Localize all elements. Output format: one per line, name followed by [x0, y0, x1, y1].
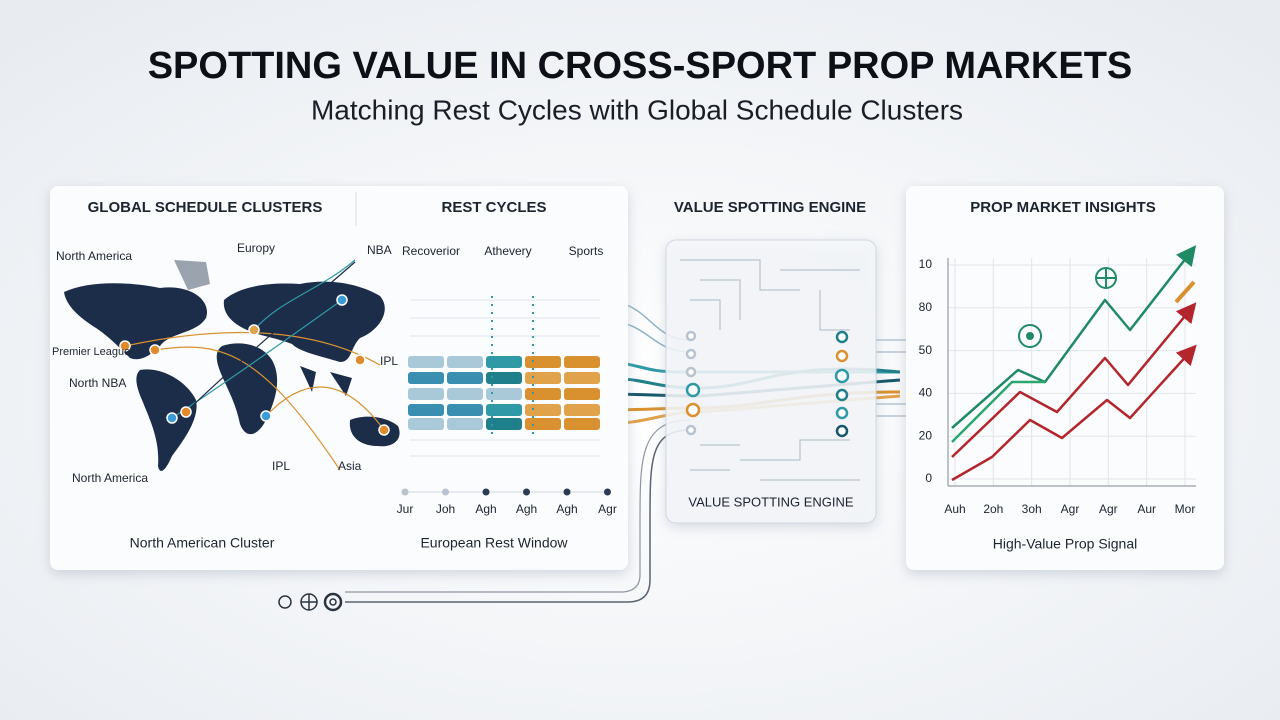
insights-footer: High-Value Prop Signal — [993, 536, 1138, 552]
engine-box — [665, 239, 877, 524]
month-dot — [482, 488, 490, 496]
insights-grid: 10 80 50 40 20 0 Auh 2oh 3oh Agr Agr Aur Mor — [919, 257, 1196, 516]
x-label: 2oh — [983, 502, 1003, 516]
month-label: Agh — [475, 502, 496, 516]
map-label: North America — [56, 249, 132, 263]
map-label: North NBA — [69, 376, 126, 390]
month-dot — [563, 488, 571, 496]
rest-bar — [447, 356, 483, 368]
rest-bar — [564, 372, 600, 384]
rest-bar — [447, 418, 483, 430]
rest-columns: Recoverior Athevery Sports — [402, 244, 603, 258]
map-links — [124, 259, 385, 471]
rest-bar — [564, 388, 600, 400]
link-icons — [278, 592, 343, 612]
map-labels: North America Europy NBA Premier League … — [52, 241, 398, 485]
title: SPOTTING VALUE IN CROSS-SPORT PROP MARKE… — [148, 45, 1133, 87]
rest-bar — [408, 404, 444, 416]
x-label: Mor — [1175, 502, 1196, 516]
month-label: Agh — [516, 502, 537, 516]
rest-bar — [525, 372, 561, 384]
rest-bar — [447, 388, 483, 400]
rest-column: Recoverior — [402, 244, 460, 258]
x-label: Aur — [1137, 502, 1156, 516]
rest-bar — [408, 356, 444, 368]
map-label: NBA — [367, 243, 392, 257]
rest-bar — [408, 388, 444, 400]
insights-heading: PROP MARKET INSIGHTS — [970, 199, 1156, 216]
y-label: 50 — [919, 343, 933, 357]
month-dot — [442, 488, 449, 496]
rest-column: Sports — [569, 244, 604, 258]
y-label: 0 — [925, 471, 932, 485]
rest-bar — [486, 372, 522, 384]
rest-bar — [408, 418, 444, 430]
month-label: Joh — [436, 502, 455, 516]
insights-panel — [906, 186, 1224, 570]
rest-bar — [525, 388, 561, 400]
rest-footer: European Rest Window — [420, 535, 568, 551]
clusters-heading: GLOBAL SCHEDULE CLUSTERS — [88, 199, 323, 216]
rest-bar — [525, 356, 561, 368]
rest-bar — [486, 356, 522, 368]
month-label: Jur — [397, 502, 414, 516]
rest-bar — [486, 404, 522, 416]
map-label: Premier League — [52, 346, 130, 358]
y-label: 20 — [919, 428, 933, 442]
month-label: Agr — [598, 502, 617, 516]
y-label: 10 — [919, 257, 933, 271]
map-pins — [119, 294, 390, 436]
engine-heading: VALUE SPOTTING ENGINE — [674, 199, 866, 216]
rest-bars — [408, 296, 600, 440]
x-label: Agr — [1061, 502, 1080, 516]
rest-bar — [447, 404, 483, 416]
subtitle: Matching Rest Cycles with Global Schedul… — [311, 94, 963, 125]
x-label: Auh — [944, 502, 965, 516]
x-label: Agr — [1099, 502, 1118, 516]
clusters-footer: North American Cluster — [130, 535, 275, 551]
rest-heading: REST CYCLES — [441, 199, 546, 216]
engine-nodes — [685, 330, 850, 438]
month-dot — [401, 488, 409, 496]
rest-bar — [486, 418, 522, 430]
map-label: North America — [72, 471, 148, 485]
circuit — [680, 259, 860, 481]
rest-bar — [447, 372, 483, 384]
rest-bar — [486, 388, 522, 400]
month-dot — [523, 488, 530, 496]
map-label: IPL — [380, 354, 398, 368]
rest-bar — [408, 372, 444, 384]
rest-months: Jur Joh Agh Agh Agh Agr — [397, 488, 617, 516]
rest-bar — [525, 404, 561, 416]
rest-bar — [564, 404, 600, 416]
y-label: 80 — [919, 300, 933, 314]
rest-bar — [564, 356, 600, 368]
map-label: Europy — [237, 241, 275, 255]
map-label: IPL — [272, 459, 290, 473]
rest-grid — [410, 299, 600, 457]
month-label: Agh — [556, 502, 577, 516]
month-dot — [604, 488, 611, 496]
y-label: 40 — [919, 386, 933, 400]
engine-label: VALUE SPOTTING ENGINE — [688, 494, 854, 509]
sport-icons — [1018, 267, 1196, 348]
rest-column: Athevery — [484, 244, 531, 258]
x-label: 3oh — [1022, 502, 1042, 516]
rest-bar — [564, 418, 600, 430]
signal-lines — [951, 245, 1197, 482]
rest-bar — [525, 418, 561, 430]
map-label: Asia — [338, 459, 362, 473]
